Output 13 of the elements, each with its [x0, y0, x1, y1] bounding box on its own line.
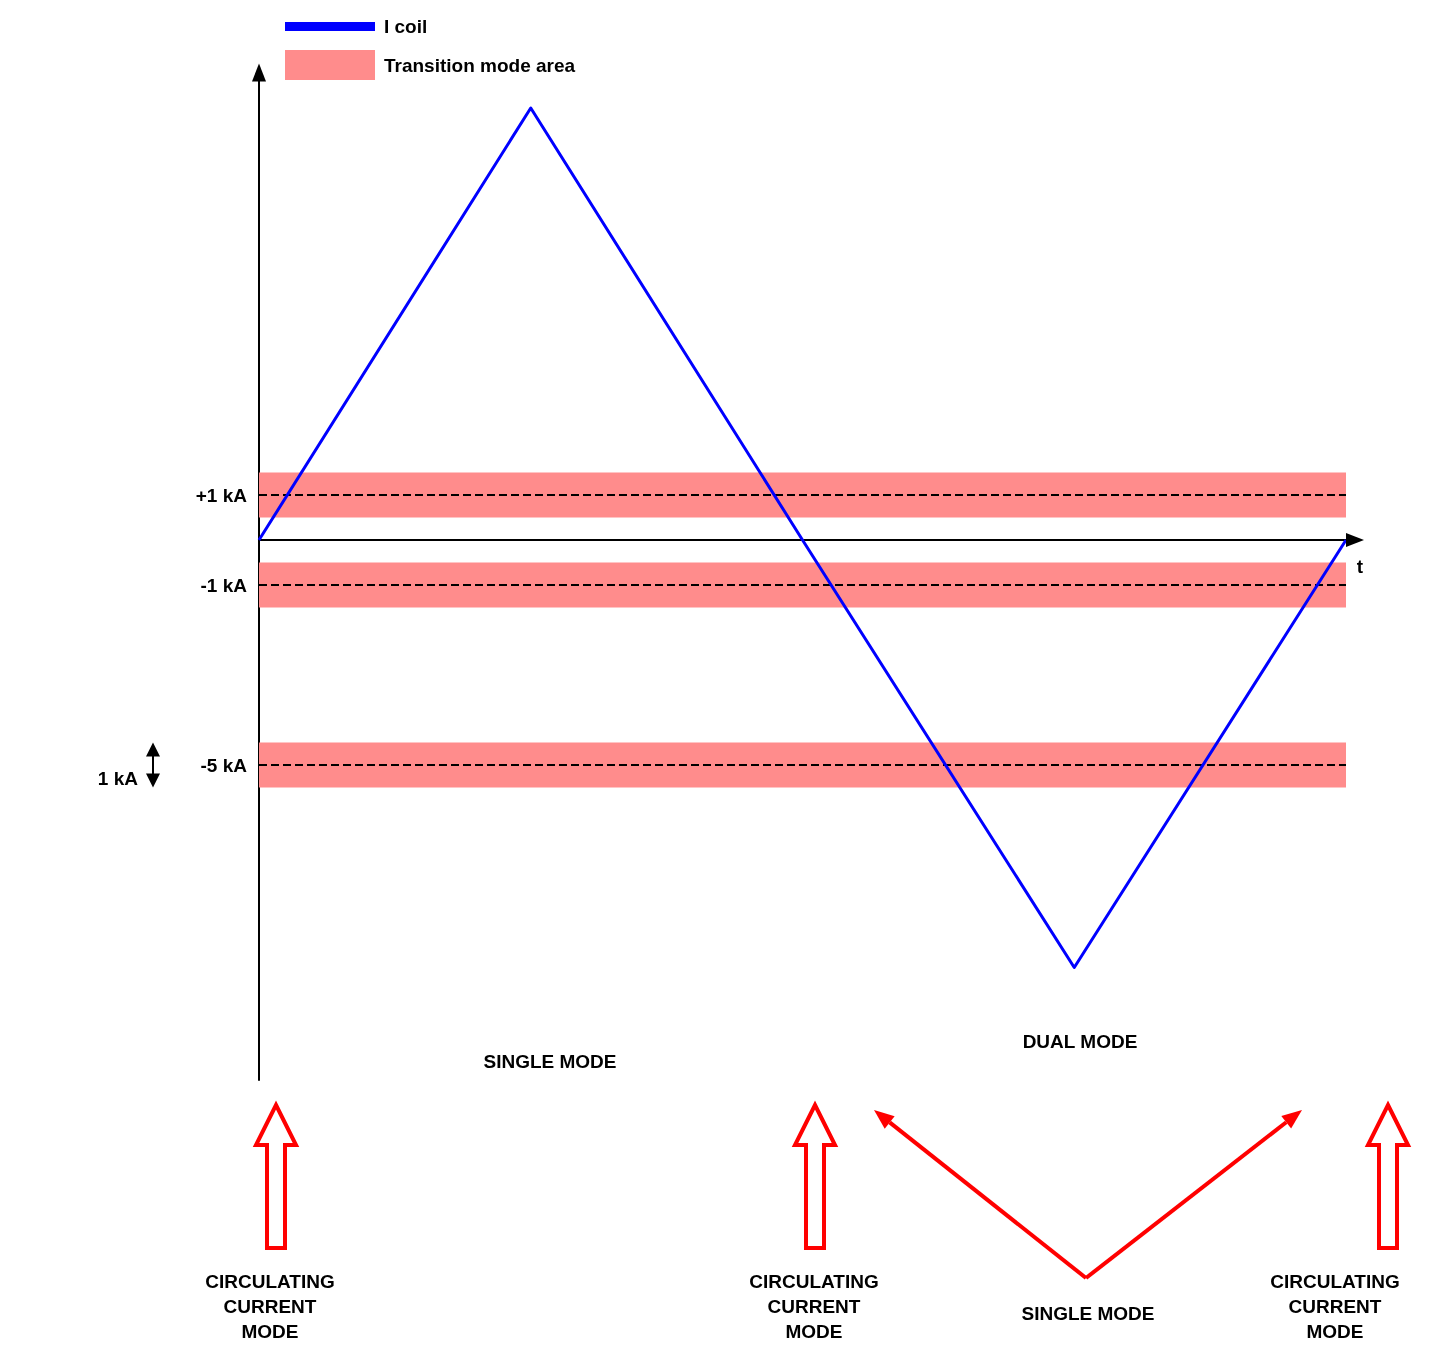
text: CIRCULATING CURRENT MODE: [1270, 1270, 1400, 1342]
annotation: SINGLE MODE: [483, 1050, 617, 1072]
legend-label: I coil: [384, 16, 428, 37]
text: 1 kA: [97, 768, 139, 789]
legend-label: Transition mode area: [384, 54, 576, 76]
y-tick-label: -5 kA: [200, 754, 248, 776]
text: CIRCULATING CURRENT MODE: [749, 1270, 879, 1342]
text: t: [1356, 555, 1364, 577]
annotation: DUAL MODE: [1022, 1030, 1138, 1052]
y-tick-label: -1 kA: [200, 574, 248, 596]
text: CIRCULATING CURRENT MODE: [205, 1270, 335, 1342]
y-tick-label: +1 kA: [195, 484, 248, 506]
text: SINGLE MODE: [1021, 1302, 1155, 1324]
